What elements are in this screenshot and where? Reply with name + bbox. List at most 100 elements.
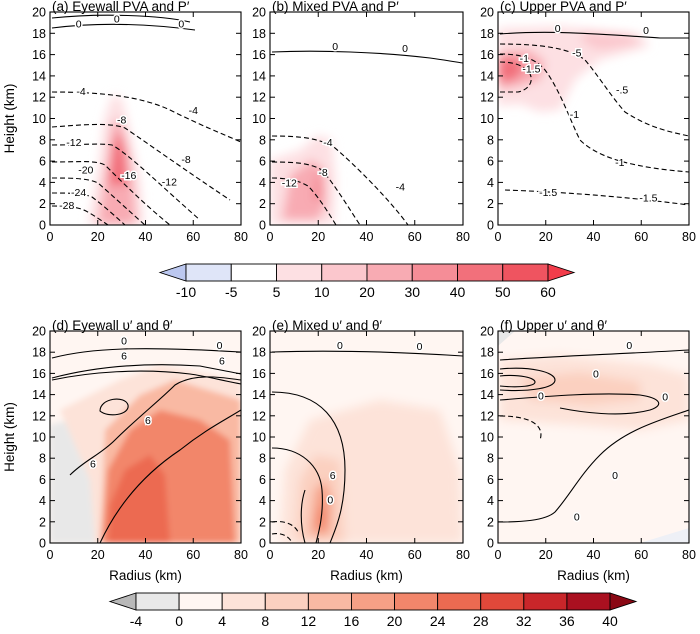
x-tick-label: 20 <box>539 230 553 244</box>
contour-label: -1.5 <box>639 192 657 204</box>
x-tick-label: 40 <box>587 548 601 562</box>
panel-title: (c) Upper PVA and P′ <box>500 0 627 14</box>
colorbar-box <box>135 592 180 611</box>
contour-b-neg4 <box>271 135 409 225</box>
y-tick-label: 2 <box>259 515 266 529</box>
x-tick-label: 0 <box>47 230 54 244</box>
contour-label: -20 <box>78 165 93 177</box>
y-tick-label: 4 <box>39 176 46 190</box>
contour-d-6-lower <box>99 409 241 543</box>
colorbar-tick-label: -10 <box>176 284 196 300</box>
y-tick-label: 8 <box>487 452 494 466</box>
panel-f-contours <box>498 349 689 523</box>
x-tick-label: 80 <box>456 230 470 244</box>
y-tick-label: 20 <box>32 325 46 339</box>
y-tick-label: 18 <box>252 27 266 41</box>
colorbar-tick-label: -5 <box>225 284 238 300</box>
contour-c-neg05 <box>499 43 689 137</box>
contour-label: 0 <box>574 512 580 524</box>
colorbar-box <box>185 263 232 282</box>
colorbar-tick-label: 5 <box>273 284 281 300</box>
contour-label: 0 <box>643 25 649 37</box>
colorbar-tick-label: 36 <box>559 613 575 629</box>
y-tick-label: 20 <box>480 6 494 20</box>
contour-label: -8 <box>318 167 327 179</box>
colorbar-tick-label: 10 <box>314 284 330 300</box>
y-tick-label: 10 <box>32 431 46 445</box>
x-tick-label: 60 <box>408 548 422 562</box>
contour-a-neg4 <box>51 91 241 143</box>
y-tick-label: 4 <box>259 176 266 190</box>
colorbar-tick-label: -4 <box>130 613 143 629</box>
x-tick-label: 60 <box>186 548 200 562</box>
colorbar-tick-label: 40 <box>450 284 466 300</box>
x-tick-label: 80 <box>456 548 470 562</box>
contour-label: 0 <box>662 392 668 404</box>
contour-e-inner <box>300 489 306 543</box>
contour-label: -5 <box>572 47 581 59</box>
contour-label: -1 <box>615 157 624 169</box>
contour-f-0-band <box>499 393 660 415</box>
colorbar-tick-label: 4 <box>218 613 226 629</box>
contour-f-0-top <box>499 349 689 361</box>
contour-d-6-mid <box>69 376 241 476</box>
colorbar-box <box>230 263 277 282</box>
x-tick-label: 0 <box>495 548 502 562</box>
contour-label: 0 <box>555 23 561 35</box>
x-tick-label: 60 <box>186 230 200 244</box>
y-tick-label: 18 <box>32 27 46 41</box>
contour-label: 0 <box>612 470 618 482</box>
contour-label: -1 <box>570 109 579 121</box>
contour-b-0 <box>271 50 463 64</box>
colorbar-right-arrow <box>547 263 576 282</box>
x-tick-label: 20 <box>311 548 325 562</box>
contour-label: 0 <box>402 43 408 55</box>
x-axis-label: Radius (km) <box>557 568 630 583</box>
y-tick-label: 16 <box>32 48 46 62</box>
contour-a-0-second <box>51 23 196 31</box>
panel-e-fill <box>270 331 463 543</box>
panel-title: (d) Eyewall υ′ and θ′ <box>52 318 173 333</box>
contour-label: -8 <box>181 154 190 166</box>
x-tick-label: 80 <box>234 230 248 244</box>
y-tick-label: 14 <box>32 69 46 83</box>
colorbar-right-arrow <box>609 592 638 611</box>
x-tick-label: 40 <box>360 548 374 562</box>
panel-a-axes: 00 0-4-4-8-12-8-12-16-20-24-280 20 40 60 8002… <box>2 0 248 244</box>
y-tick-label: 0 <box>487 537 494 551</box>
colorbar-box <box>566 592 611 611</box>
y-tick-label: 10 <box>480 112 494 126</box>
panel-title: (e) Mixed υ′ and θ′ <box>272 318 382 333</box>
y-tick-label: 4 <box>487 176 494 190</box>
x-tick-label: 40 <box>360 230 374 244</box>
y-tick-label: 12 <box>480 91 494 105</box>
contour-a-neg28 <box>51 205 109 225</box>
contour-f-loop2 <box>499 374 536 388</box>
contour-label: -16 <box>121 170 136 182</box>
panel-b-contours <box>271 50 463 225</box>
colorbar-tick-label: 12 <box>301 613 317 629</box>
y-tick-label: 8 <box>39 133 46 147</box>
contour-b-neg8 <box>271 161 361 225</box>
x-tick-label: 0 <box>267 230 274 244</box>
panel-c-axes: 0 0-5-1-1.5-.5-1-1-1.5 -1.50 20 40 60 80024681… <box>480 0 696 244</box>
contour-c-neg1 <box>499 53 689 173</box>
contour-label: 6 <box>90 459 96 471</box>
y-tick-label: 14 <box>480 69 494 83</box>
contour-label: -12 <box>162 176 177 188</box>
contour-c-0 <box>499 31 689 39</box>
panel-title: (f) Upper υ′ and θ′ <box>500 318 607 333</box>
colorbar-tick-label: 32 <box>516 613 532 629</box>
y-tick-label: 6 <box>39 473 46 487</box>
contour-c-neg15-bottom <box>504 189 689 206</box>
x-tick-label: 20 <box>539 548 553 562</box>
y-tick-label: 8 <box>259 452 266 466</box>
panel-a-fill <box>88 95 144 225</box>
contour-label: 0 <box>538 391 544 403</box>
panel-f-fill <box>498 331 689 543</box>
colorbar-tick-label: 24 <box>430 613 446 629</box>
x-tick-label: 60 <box>634 548 648 562</box>
